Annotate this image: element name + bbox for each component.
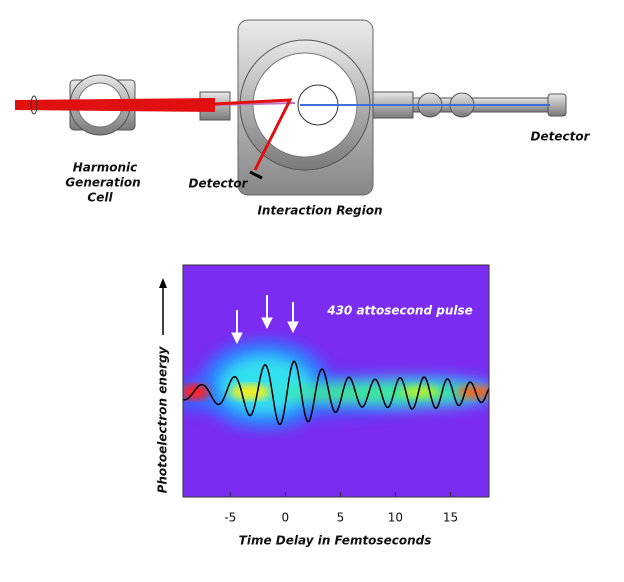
x-tick-label: 10: [388, 511, 403, 525]
x-tick-label: -5: [224, 511, 236, 525]
region-label: Interaction Region: [257, 204, 382, 218]
arrows: [231, 295, 299, 345]
plot-frame: [182, 264, 490, 498]
x-tick-label: 5: [337, 511, 345, 525]
cell-label: Cell: [87, 191, 113, 205]
x-tick-label: 0: [282, 511, 290, 525]
apparatus: [15, 19, 567, 196]
cell-label: Harmonic: [73, 161, 138, 175]
cell-label: Generation: [65, 176, 140, 190]
x-tick-label: 15: [443, 511, 458, 525]
annotation: 430 attosecond pulse: [326, 304, 473, 318]
y-axis-title: Photoelectron energy: [156, 345, 170, 493]
heatmap: [183, 265, 489, 497]
detector-label: Detector: [531, 130, 591, 144]
detector-label: Detector: [189, 177, 249, 191]
y-arrow: [159, 278, 167, 335]
x-axis-title: Time Delay in Femtoseconds: [239, 534, 432, 548]
